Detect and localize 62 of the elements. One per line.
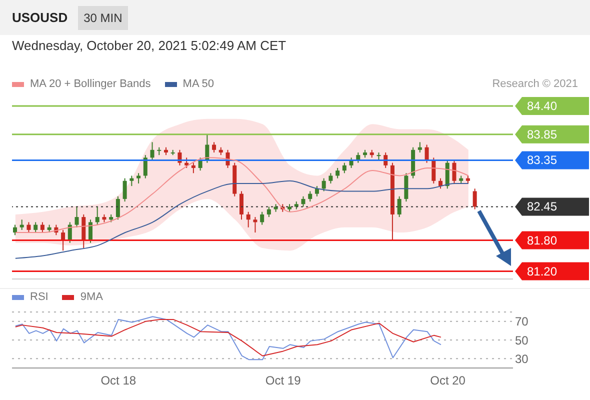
text: Wednesday, October 20, 2021 5:02:49 AM CET bbox=[12, 38, 286, 53]
candlestick bbox=[239, 190, 244, 220]
candlestick bbox=[314, 186, 319, 197]
chart-subtitle: 30 MIN bbox=[78, 6, 128, 30]
candlestick bbox=[322, 178, 326, 192]
legend-label: MA 20 + Bollinger Bands bbox=[29, 78, 151, 90]
y-tick-label: 30 bbox=[515, 352, 529, 366]
candlestick bbox=[260, 211, 264, 226]
text: Research © 2021 bbox=[492, 78, 578, 90]
legend-label: 9MA bbox=[79, 291, 103, 303]
candlestick bbox=[143, 154, 148, 179]
y-tick-label: 50 bbox=[515, 333, 529, 348]
candlestick bbox=[88, 219, 92, 244]
legend-label: RSI bbox=[29, 291, 48, 303]
candlestick bbox=[61, 229, 66, 252]
y-tick-label: 83.85 bbox=[527, 127, 558, 142]
candlestick bbox=[198, 157, 202, 172]
chart-title: USOUSD bbox=[12, 10, 68, 25]
candlestick bbox=[301, 196, 306, 208]
y-tick-label: 81.20 bbox=[527, 264, 558, 278]
candlestick bbox=[212, 142, 216, 153]
candlestick bbox=[40, 222, 44, 234]
candlestick bbox=[191, 162, 196, 174]
candlestick bbox=[404, 172, 408, 202]
candlestick bbox=[342, 162, 346, 174]
candlestick bbox=[336, 167, 340, 179]
candlestick bbox=[82, 214, 86, 249]
candlestick bbox=[130, 175, 134, 187]
y-tick-label: 70 bbox=[515, 314, 529, 329]
y-tick-label: 83.35 bbox=[527, 153, 558, 168]
candlestick bbox=[445, 160, 450, 190]
candlestick bbox=[253, 216, 258, 234]
candlestick bbox=[246, 211, 250, 228]
candlestick bbox=[13, 224, 17, 236]
y-tick-label: 81.80 bbox=[527, 233, 558, 248]
candlestick bbox=[95, 206, 100, 226]
candlestick bbox=[432, 157, 436, 184]
candlestick bbox=[184, 157, 189, 168]
candlestick bbox=[150, 142, 154, 161]
candlestick bbox=[34, 222, 38, 234]
y-tick-label: 82.45 bbox=[527, 200, 558, 214]
candlestick bbox=[328, 172, 333, 184]
candlestick bbox=[397, 196, 402, 218]
candlestick bbox=[116, 196, 120, 220]
line-series bbox=[14, 180, 469, 259]
candlestick bbox=[472, 188, 477, 210]
candlestick bbox=[205, 134, 210, 164]
candlestick bbox=[74, 206, 79, 228]
candlestick bbox=[266, 206, 271, 218]
candlestick bbox=[26, 222, 31, 234]
y-tick-label: 84.40 bbox=[527, 99, 558, 113]
candlestick bbox=[452, 160, 456, 184]
legend-label: MA 50 bbox=[182, 78, 214, 90]
candlestick bbox=[418, 142, 422, 153]
candlestick bbox=[122, 178, 127, 202]
candlestick bbox=[308, 190, 312, 202]
candlestick bbox=[136, 172, 141, 184]
x-tick-label: Oct 18 bbox=[100, 374, 136, 388]
candlestick bbox=[20, 219, 24, 230]
x-tick-label: Oct 19 bbox=[265, 374, 302, 388]
candlestick bbox=[424, 144, 429, 164]
x-tick-label: Oct 20 bbox=[430, 374, 466, 388]
